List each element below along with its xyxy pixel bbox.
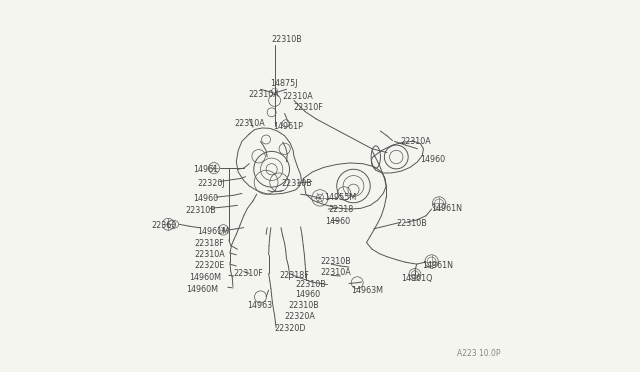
Text: 14963: 14963 xyxy=(248,301,273,310)
Text: 22310A: 22310A xyxy=(283,92,314,101)
Text: 14960: 14960 xyxy=(193,194,219,203)
Text: 22310A: 22310A xyxy=(400,137,431,146)
Text: 14961: 14961 xyxy=(193,165,219,174)
Text: 22320J: 22320J xyxy=(197,179,225,187)
Text: 22320A: 22320A xyxy=(284,312,315,321)
Text: 22310F: 22310F xyxy=(234,269,264,278)
Text: 22310B: 22310B xyxy=(281,179,312,187)
Text: 22310B: 22310B xyxy=(289,301,319,310)
Text: 22318F: 22318F xyxy=(195,239,224,248)
Text: 22310A: 22310A xyxy=(320,268,351,277)
Text: 14963M: 14963M xyxy=(351,286,383,295)
Text: 22310B: 22310B xyxy=(186,206,216,215)
Text: 22310F: 22310F xyxy=(293,103,323,112)
Text: 14961N: 14961N xyxy=(422,262,453,270)
Text: A223 10.0P: A223 10.0P xyxy=(457,349,500,358)
Text: 14961N: 14961N xyxy=(431,204,463,213)
Text: 22310A: 22310A xyxy=(234,119,265,128)
Text: 22310A: 22310A xyxy=(195,250,225,259)
Text: 22310B: 22310B xyxy=(320,257,351,266)
Text: 14875J: 14875J xyxy=(270,79,297,88)
Text: 14960M: 14960M xyxy=(186,285,218,294)
Text: 14961M: 14961M xyxy=(197,227,229,236)
Text: 14961Q: 14961Q xyxy=(401,274,433,283)
Text: 14961P: 14961P xyxy=(273,122,303,131)
Text: 22318: 22318 xyxy=(328,205,353,214)
Text: 22318F: 22318F xyxy=(279,271,309,280)
Text: 14955M: 14955M xyxy=(324,193,356,202)
Text: 14960: 14960 xyxy=(294,290,320,299)
Text: 22360: 22360 xyxy=(152,221,177,230)
Text: 22310B: 22310B xyxy=(271,35,301,44)
Text: 22310A: 22310A xyxy=(248,90,279,99)
Text: 22320E: 22320E xyxy=(195,262,225,270)
Text: 14960M: 14960M xyxy=(189,273,221,282)
Text: 22310B: 22310B xyxy=(397,219,428,228)
Text: 22310B: 22310B xyxy=(296,280,326,289)
Text: 22320D: 22320D xyxy=(275,324,306,333)
Text: 14960: 14960 xyxy=(420,155,445,164)
Text: 14960: 14960 xyxy=(326,217,351,226)
